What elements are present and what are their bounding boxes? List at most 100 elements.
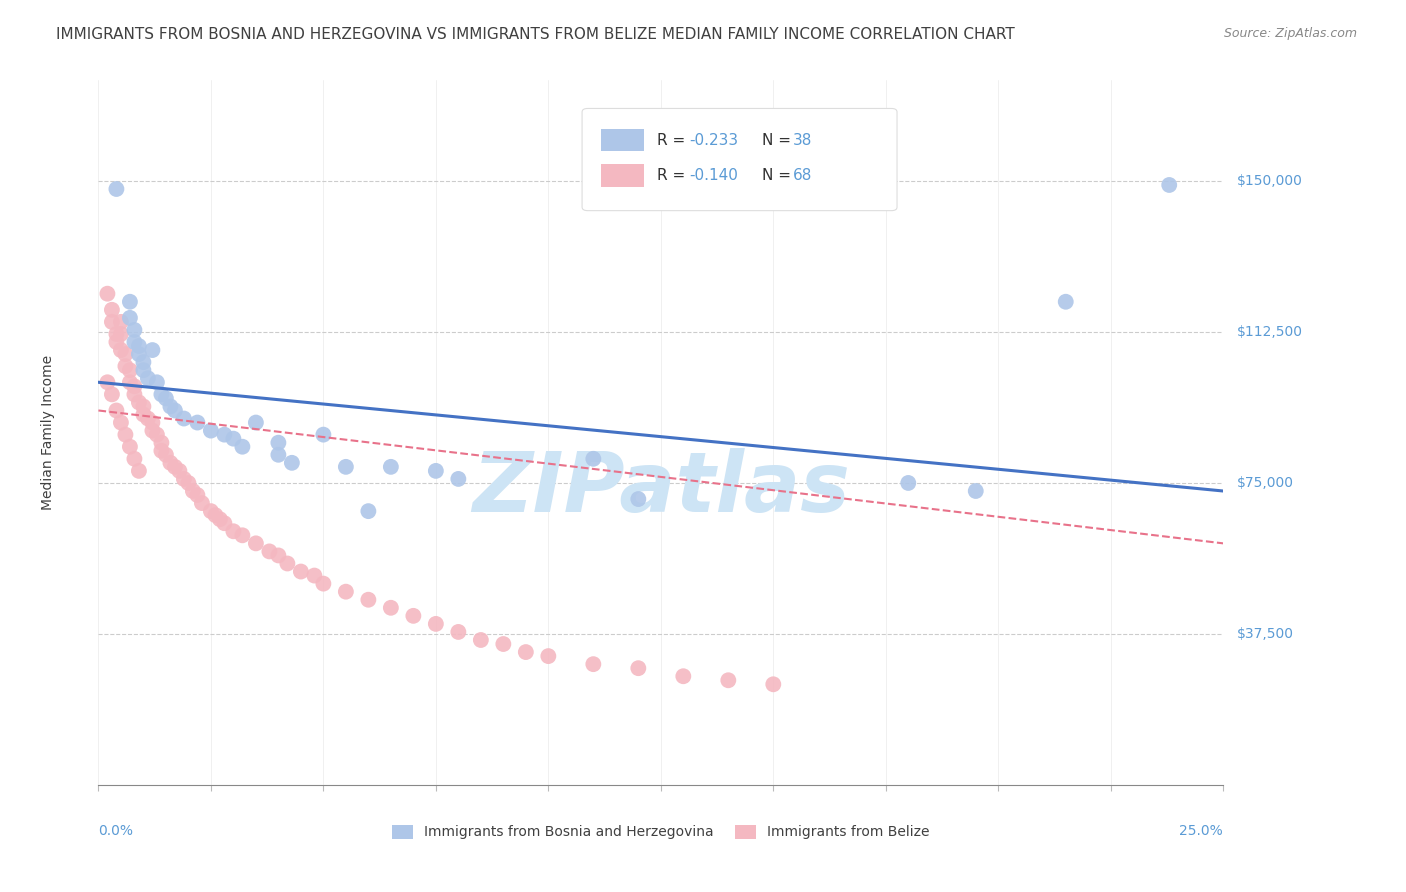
Point [159,456,181,470]
Point [101,315,124,329]
Text: ZIPatlas: ZIPatlas [472,449,849,530]
Point [267,448,290,462]
Point [118,363,141,377]
Point [181,483,204,498]
Point [447,472,470,486]
Point [222,432,245,446]
Point [231,440,253,454]
Point [128,464,150,478]
Point [169,464,191,478]
Point [627,491,650,506]
Point [186,488,208,502]
Point [267,435,290,450]
Text: -0.140: -0.140 [689,168,738,183]
Text: -0.233: -0.233 [689,133,738,148]
Point [965,483,987,498]
Point [118,376,141,390]
Point [222,524,245,539]
Point [124,379,146,393]
Point [146,427,169,442]
Point [515,645,537,659]
Text: 38: 38 [793,133,811,148]
Point [141,416,163,430]
Text: 68: 68 [793,168,811,183]
Point [105,182,128,196]
Point [470,632,492,647]
Point [231,528,253,542]
Point [276,557,298,571]
Point [173,411,195,425]
Point [96,286,118,301]
Point [118,294,141,309]
Point [118,310,141,325]
Point [96,376,118,390]
Point [124,451,146,466]
Point [267,549,290,563]
Point [312,427,335,442]
Point [110,343,132,357]
Text: N =: N = [762,168,796,183]
Text: R =: R = [658,133,690,148]
Point [150,435,173,450]
Point [124,323,146,337]
Point [141,424,163,438]
Text: $112,500: $112,500 [1237,325,1303,339]
Point [582,657,605,672]
Text: $75,000: $75,000 [1237,476,1294,490]
Point [110,326,132,341]
Point [105,403,128,417]
Point [335,584,357,599]
Point [1054,294,1077,309]
Point [101,302,124,317]
Point [124,334,146,349]
Point [281,456,304,470]
Text: R =: R = [658,168,690,183]
Point [163,403,186,417]
Point [105,326,128,341]
Point [128,339,150,353]
Point [312,576,335,591]
Point [200,504,222,518]
Text: $150,000: $150,000 [1237,174,1302,188]
Text: N =: N = [762,133,796,148]
Point [150,443,173,458]
Point [208,512,231,526]
FancyBboxPatch shape [582,109,897,211]
Point [214,516,236,531]
Point [672,669,695,683]
Point [186,416,208,430]
Point [290,565,312,579]
Point [537,649,560,664]
Point [380,600,402,615]
Point [159,400,181,414]
Point [136,371,159,385]
Point [110,416,132,430]
Legend: Immigrants from Bosnia and Herzegovina, Immigrants from Belize: Immigrants from Bosnia and Herzegovina, … [387,819,935,845]
Point [402,608,425,623]
Text: IMMIGRANTS FROM BOSNIA AND HERZEGOVINA VS IMMIGRANTS FROM BELIZE MEDIAN FAMILY I: IMMIGRANTS FROM BOSNIA AND HERZEGOVINA V… [56,27,1015,42]
Point [132,400,155,414]
Point [177,475,200,490]
Point [304,568,326,582]
Point [204,508,226,523]
Point [191,496,214,510]
Point [110,315,132,329]
Point [118,440,141,454]
Point [141,343,163,357]
Text: $37,500: $37,500 [1237,627,1294,641]
Point [200,424,222,438]
Point [128,395,150,409]
Point [425,464,447,478]
Point [101,387,124,401]
Point [173,472,195,486]
Point [897,475,920,490]
Text: Source: ZipAtlas.com: Source: ZipAtlas.com [1223,27,1357,40]
Point [380,459,402,474]
Point [259,544,281,558]
Point [114,359,136,374]
Point [132,363,155,377]
Point [627,661,650,675]
Point [155,448,177,462]
Point [335,459,357,474]
Point [425,616,447,631]
